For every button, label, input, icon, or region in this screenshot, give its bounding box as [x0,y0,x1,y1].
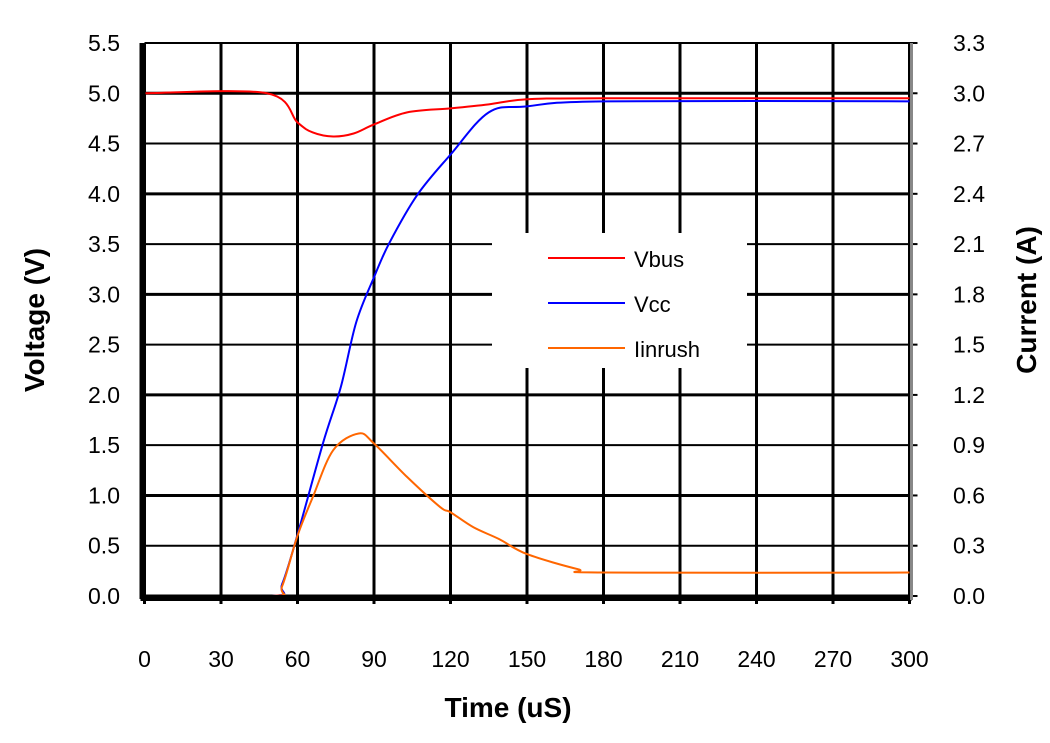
x-tick-label: 240 [737,646,775,672]
y2-tick-label: 2.1 [953,231,985,257]
y-tick-label: 2.0 [88,382,120,408]
x-tick-label: 270 [814,646,852,672]
x-tick-label: 120 [431,646,469,672]
x-tick-label: 210 [661,646,699,672]
series-line-iinrush [144,432,910,598]
x-tick-label: 60 [285,646,311,672]
series-lines [144,90,910,598]
y2-tick-label: 0.0 [953,583,985,609]
y2-tick-label: 0.3 [953,533,985,559]
y2-tick-label: 1.8 [953,281,985,307]
y2-tick-label: 3.3 [953,30,985,56]
x-axis-title: Time (uS) [444,692,571,723]
y2-tick-label: 2.7 [953,131,985,157]
axes [139,42,918,604]
legend-label: Vcc [634,292,671,317]
legend-label: Vbus [634,247,684,272]
y-tick-label: 3.0 [88,281,120,307]
x-tick-label: 150 [508,646,546,672]
x-tick-label: 300 [890,646,928,672]
legend-label: Iinrush [634,337,700,362]
y2-tick-label: 1.2 [953,382,985,408]
y-tick-label: 4.0 [88,181,120,207]
y-tick-label: 4.5 [88,131,120,157]
series-line-vbus [144,90,910,138]
y-tick-label: 0.5 [88,533,120,559]
y-tick-label: 1.0 [88,482,120,508]
y2-tick-label: 1.5 [953,332,985,358]
y-tick-labels: 0.0 0.5 1.0 1.5 2.0 2.5 3.0 3.5 4.0 4.5 5.0 5.5 [88,30,120,609]
y-tick-label: 5.5 [88,30,120,56]
y-tick-label: 3.5 [88,231,120,257]
y2-tick-label: 0.6 [953,482,985,508]
x-tick-label: 30 [208,646,234,672]
y-tick-label: 2.5 [88,332,120,358]
legend-box [492,233,747,368]
y-tick-label: 0.0 [88,583,120,609]
y-axis-title: Voltage (V) [19,248,50,392]
x-tick-label: 180 [584,646,622,672]
y2-tick-label: 3.0 [953,80,985,106]
x-tick-label: 0 [138,646,151,672]
x-tick-labels: 0 30 60 90 120 150 180 210 240 270 300 [138,646,929,672]
y2-tick-label: 2.4 [953,181,985,207]
legend: Vbus Vcc Iinrush [548,247,700,362]
x-tick-label: 90 [361,646,387,672]
y2-tick-label: 0.9 [953,432,985,458]
y2-axis-title: Current (A) [1011,226,1042,374]
y2-tick-labels: 0.0 0.3 0.6 0.9 1.2 1.5 1.8 2.1 2.4 2.7 3.0 3.3 [953,30,985,609]
y-tick-label: 1.5 [88,432,120,458]
y-tick-label: 5.0 [88,80,120,106]
